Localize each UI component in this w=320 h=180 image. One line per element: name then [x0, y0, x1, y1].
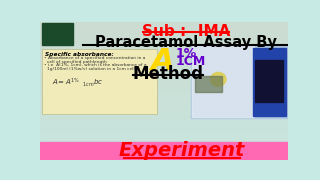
Bar — [40, 49, 288, 56]
Text: 1g/100ml (1%w/v) solution in a 1cm cell.: 1g/100ml (1%w/v) solution in a 1cm cell. — [47, 67, 136, 71]
Bar — [40, 62, 288, 70]
Text: • Absorbance of a specified concentration in a: • Absorbance of a specified concentratio… — [44, 56, 145, 60]
Text: A: A — [151, 47, 174, 76]
Bar — [40, 35, 288, 42]
Bar — [40, 90, 288, 98]
Bar — [40, 146, 288, 153]
Bar — [40, 118, 288, 126]
Bar — [42, 23, 73, 45]
Bar — [40, 55, 288, 63]
Bar — [40, 28, 288, 35]
Text: 1%: 1% — [176, 47, 197, 60]
Bar — [191, 45, 287, 118]
Text: 1CM: 1CM — [176, 55, 206, 68]
Bar — [40, 132, 288, 139]
Bar — [253, 48, 286, 116]
Bar — [40, 111, 288, 119]
Text: Sub :- IMA: Sub :- IMA — [141, 24, 230, 39]
Text: A= A$^{1\%}$  $_{1cm}$bc: A= A$^{1\%}$ $_{1cm}$bc — [52, 76, 103, 89]
Bar — [40, 21, 288, 28]
Text: Experiment: Experiment — [119, 141, 245, 160]
Text: Paracetamol Assay By: Paracetamol Assay By — [95, 35, 276, 50]
Bar — [40, 76, 288, 84]
Text: Method: Method — [132, 66, 204, 84]
Bar — [40, 69, 288, 77]
Bar — [40, 97, 288, 105]
Bar — [40, 104, 288, 112]
Bar — [192, 46, 254, 117]
Bar — [40, 152, 288, 160]
Bar — [40, 142, 288, 160]
Bar — [40, 83, 288, 91]
Text: • i.e  A(1%, 1cm), which is the absorbance of a: • i.e A(1%, 1cm), which is the absorbanc… — [44, 63, 147, 67]
Bar — [42, 49, 157, 114]
Bar — [40, 139, 288, 146]
Ellipse shape — [211, 72, 226, 86]
Text: Specific absorbance:: Specific absorbance: — [45, 52, 114, 57]
Text: cell of specified pathlength: cell of specified pathlength — [47, 60, 107, 64]
Bar — [195, 75, 222, 93]
Bar — [40, 42, 288, 49]
Bar — [255, 60, 283, 102]
Bar — [40, 125, 288, 132]
